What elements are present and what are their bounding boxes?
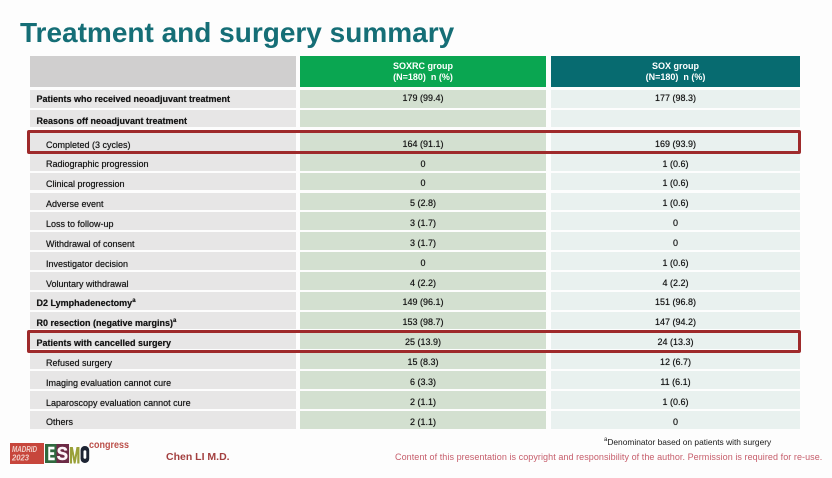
svg-text:congress: congress [89,440,129,451]
svg-text:E: E [48,444,55,464]
svg-text:M: M [69,443,80,468]
svg-text:MADRID: MADRID [12,445,37,454]
svg-text:2023: 2023 [11,454,29,463]
svg-text:S: S [57,444,68,464]
